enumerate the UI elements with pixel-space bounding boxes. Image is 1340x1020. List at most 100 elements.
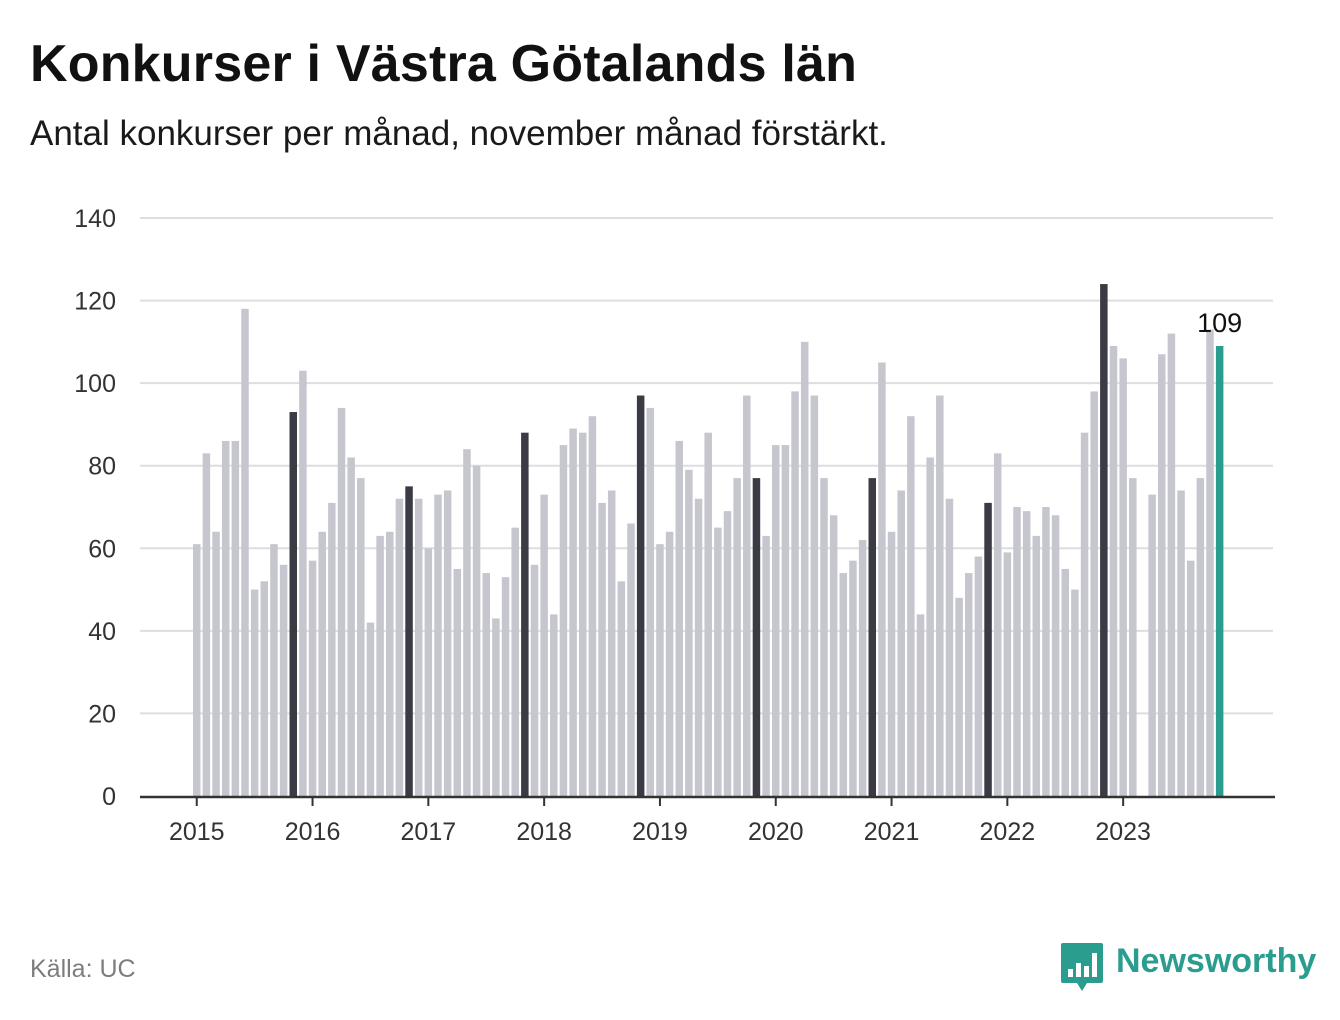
bar	[636, 395, 645, 796]
bar	[607, 490, 616, 796]
bar	[1061, 568, 1069, 796]
bar	[897, 490, 905, 796]
bar	[588, 416, 597, 796]
bar	[955, 597, 963, 796]
bar	[424, 548, 433, 796]
bar	[1051, 515, 1060, 796]
bars	[193, 284, 1224, 796]
bar	[308, 560, 317, 796]
bar	[868, 478, 876, 796]
chart-title: Konkurser i Västra Götalands län	[30, 35, 858, 93]
bar	[1119, 358, 1127, 796]
bar	[270, 544, 278, 796]
bar	[945, 498, 954, 796]
y-tick-label: 0	[102, 783, 116, 811]
bar	[202, 453, 211, 796]
x-tick-label: 2023	[1095, 818, 1151, 846]
bar	[810, 395, 819, 796]
bar	[685, 469, 693, 796]
bar	[646, 407, 655, 796]
bar-chart-speech-bubble-icon	[1061, 943, 1103, 991]
bar	[1022, 511, 1031, 796]
bar	[1167, 333, 1176, 796]
bar	[212, 531, 220, 796]
bar	[675, 440, 683, 796]
bar	[762, 535, 770, 796]
bar	[318, 531, 326, 796]
bar	[569, 428, 577, 796]
bar	[1032, 535, 1041, 796]
bar	[829, 515, 838, 796]
data-labels: 109	[1197, 308, 1242, 338]
bar	[984, 502, 992, 796]
bar	[1013, 507, 1021, 796]
bar	[858, 540, 867, 796]
bar	[916, 614, 925, 796]
bar	[752, 478, 761, 796]
bar	[550, 614, 558, 796]
bar	[887, 531, 896, 796]
bar	[1186, 560, 1195, 796]
bar	[839, 573, 848, 796]
x-tick-label: 2022	[980, 818, 1036, 846]
y-tick-label: 20	[88, 700, 116, 728]
bar	[1090, 391, 1098, 796]
bar	[936, 395, 944, 796]
bar	[463, 449, 471, 796]
y-tick-label: 80	[88, 453, 116, 481]
bar	[772, 445, 780, 796]
y-tick-label: 120	[74, 288, 116, 316]
bar	[598, 502, 606, 796]
bar	[800, 341, 809, 796]
bar	[704, 432, 712, 796]
bar	[221, 440, 230, 796]
bar	[193, 544, 201, 796]
bar	[405, 486, 413, 796]
bar	[260, 581, 269, 796]
chart-subtitle: Antal konkurser per månad, november måna…	[30, 114, 888, 153]
bar	[1100, 284, 1108, 796]
bar	[1206, 329, 1214, 796]
bar	[289, 412, 297, 796]
bar	[1003, 552, 1012, 796]
bar	[1129, 478, 1137, 796]
bar	[694, 498, 703, 796]
x-tick-label: 2020	[748, 818, 804, 846]
bar	[974, 556, 983, 796]
latest-value-label: 109	[1197, 308, 1242, 338]
bar	[559, 445, 568, 796]
brand-logo[interactable]: Newsworthy	[1060, 940, 1320, 994]
bar	[878, 362, 886, 796]
bar	[820, 478, 828, 796]
bar	[1080, 432, 1089, 796]
bar	[395, 498, 404, 796]
bar	[743, 395, 751, 796]
bar	[733, 478, 741, 796]
bar	[627, 523, 635, 796]
bar	[723, 511, 732, 796]
bar	[665, 531, 674, 796]
x-tick-label: 2016	[285, 818, 341, 846]
bar	[511, 527, 519, 796]
source-note: Källa: UC	[30, 955, 136, 983]
bar	[472, 465, 481, 796]
bar	[279, 564, 288, 796]
bar	[791, 391, 799, 796]
bar	[1109, 345, 1118, 796]
bar	[1158, 354, 1166, 796]
bar	[1042, 507, 1050, 796]
bar	[328, 502, 336, 796]
bar	[347, 457, 355, 796]
bar	[337, 407, 346, 796]
x-tick-label: 2019	[632, 818, 688, 846]
bar	[443, 490, 452, 796]
bar	[414, 498, 423, 796]
bar	[453, 568, 462, 796]
bar	[366, 622, 375, 796]
bar	[241, 308, 249, 796]
y-tick-label: 140	[74, 205, 116, 233]
brand-name: Newsworthy	[1116, 942, 1317, 980]
bar	[1148, 494, 1156, 796]
y-axis-ticks: 0 20 40 60 80 100 120 140	[74, 205, 116, 811]
